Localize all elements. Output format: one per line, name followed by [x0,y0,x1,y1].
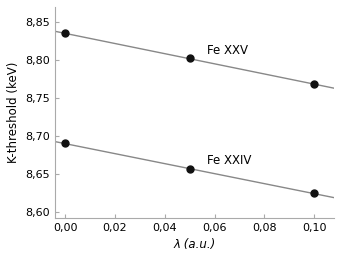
Point [311,191,317,196]
Text: Fe XXV: Fe XXV [207,44,248,57]
Y-axis label: K-threshold (keV): K-threshold (keV) [7,62,20,163]
Text: Fe XXIV: Fe XXIV [207,154,251,167]
Point [187,57,192,61]
X-axis label: λ (a.u.): λ (a.u.) [174,238,216,251]
Point [187,167,192,171]
Point [311,82,317,86]
Point [62,31,68,36]
Point [62,141,68,146]
